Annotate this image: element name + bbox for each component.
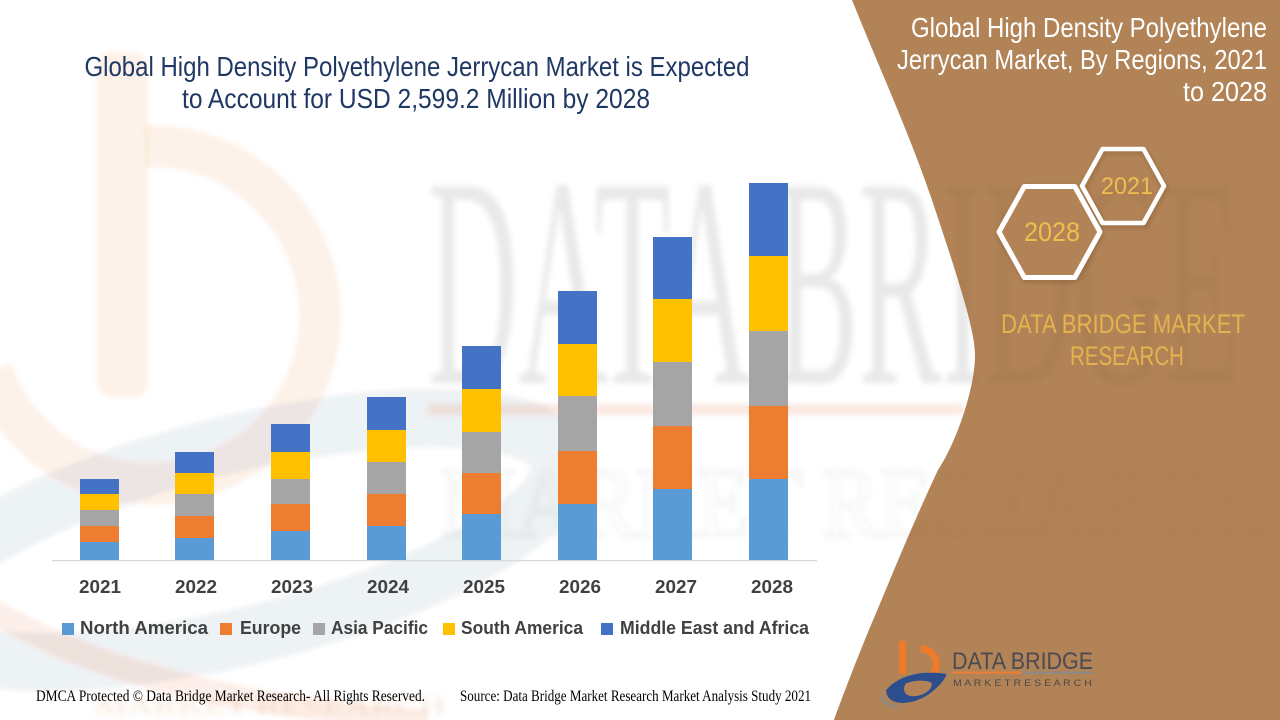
svg-text:Asia Pacific: Asia Pacific: [331, 618, 428, 638]
svg-text:2026: 2026: [559, 577, 601, 597]
svg-text:2021: 2021: [1101, 173, 1153, 200]
svg-text:DATA BRIDGE: DATA BRIDGE: [428, 116, 1240, 448]
svg-text:2025: 2025: [463, 577, 505, 597]
svg-text:MARKET RESEARCH: MARKET RESEARCH: [95, 694, 445, 720]
svg-text:Global High Density Polyethyle: Global High Density Polyethylene: [911, 12, 1267, 43]
svg-text:North America: North America: [80, 618, 209, 638]
svg-text:Source: Data Bridge Market Res: Source: Data Bridge Market Research Mark…: [460, 688, 811, 705]
svg-text:M A R K E T R E S E A R C H: M A R K E T R E S E A R C H: [953, 678, 1092, 688]
svg-text:2024: 2024: [367, 577, 409, 597]
svg-text:South America: South America: [461, 618, 584, 638]
svg-text:to Account for USD 2,599.2 Mil: to Account for USD 2,599.2 Million by 20…: [182, 83, 650, 114]
svg-text:Global High Density Polyethyle: Global High Density Polyethylene Jerryca…: [85, 51, 750, 82]
svg-text:2021: 2021: [79, 577, 121, 597]
svg-text:DMCA Protected © Data Bridge M: DMCA Protected © Data Bridge Market Rese…: [36, 688, 425, 705]
svg-text:RESEARCH: RESEARCH: [1070, 341, 1184, 371]
svg-text:DATA BRIDGE MARKET: DATA BRIDGE MARKET: [1001, 309, 1245, 339]
svg-text:2027: 2027: [655, 577, 697, 597]
svg-text:2022: 2022: [175, 577, 217, 597]
svg-text:DATA BRIDGE: DATA BRIDGE: [952, 648, 1093, 675]
svg-text:to 2028: to 2028: [1183, 76, 1267, 107]
svg-text:Europe: Europe: [240, 618, 301, 638]
svg-text:Middle East and Africa: Middle East and Africa: [620, 618, 810, 638]
svg-text:2028: 2028: [1024, 217, 1080, 247]
svg-text:2023: 2023: [271, 577, 313, 597]
svg-text:Jerrycan Market, By Regions, 2: Jerrycan Market, By Regions, 2021: [897, 44, 1267, 75]
svg-text:2028: 2028: [751, 577, 793, 597]
